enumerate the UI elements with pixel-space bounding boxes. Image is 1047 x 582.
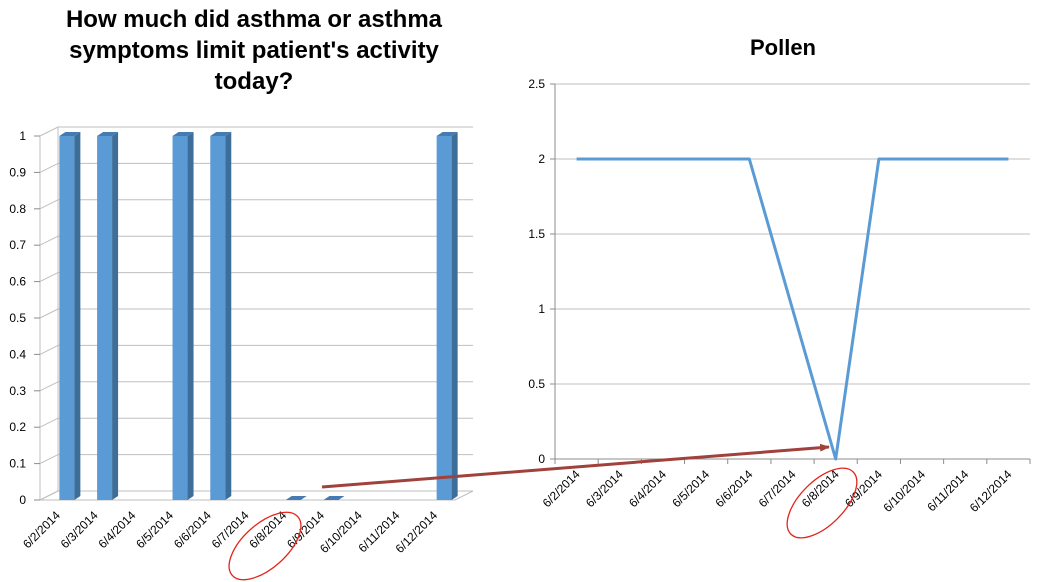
- pollen-chart-x-tick-label: 6/7/2014: [756, 467, 799, 510]
- pollen-chart-x-tick-label: 6/4/2014: [626, 467, 669, 510]
- bar: [97, 132, 119, 500]
- pollen-chart-grid: [550, 83, 1031, 464]
- pollen-chart-y-tick-label: 1.5: [528, 227, 545, 241]
- annotations: [228, 443, 858, 581]
- bar-chart: How much did asthma or asthma symptoms l…: [9, 6, 474, 556]
- pollen-chart-x-tick-label: 6/9/2014: [842, 467, 885, 510]
- pollen-chart-x-tick-label: 6/11/2014: [924, 467, 971, 514]
- bar-chart-x-tick-label: 6/4/2014: [96, 508, 139, 551]
- bar-chart-y-tick-label: 0.6: [9, 275, 26, 289]
- bar: [436, 132, 458, 500]
- pollen-chart-y-tick-label: 1: [538, 302, 545, 316]
- pollen-chart-x-tick-label: 6/12/2014: [967, 467, 1015, 515]
- bar-chart-y-tick-label: 0.8: [9, 202, 26, 216]
- pollen-chart-series: [576, 157, 1009, 461]
- bar-chart-y-tick-label: 1: [19, 129, 26, 143]
- bar-chart-x-tick-label: 6/5/2014: [133, 508, 176, 551]
- bar-chart-y-tick-label: 0.5: [9, 311, 26, 325]
- bar-chart-x-tick-label: 6/12/2014: [393, 508, 441, 556]
- bar-chart-y-tick-label: 0.9: [9, 165, 26, 179]
- bar: [323, 496, 345, 500]
- pollen-chart-y-tick-label: 0: [538, 452, 545, 466]
- bar-chart-y-tick-label: 0.2: [9, 420, 26, 434]
- bar-chart-x-tick-label: 6/3/2014: [58, 508, 101, 551]
- bar-chart-x-axis: 6/2/20146/3/20146/4/20146/5/20146/6/2014…: [20, 508, 440, 556]
- bar-chart-y-tick-label: 0.1: [9, 457, 26, 471]
- bar-chart-title-line-2: symptoms limit patient's activity: [69, 37, 439, 64]
- pollen-chart-x-tick-label: 6/6/2014: [713, 467, 756, 510]
- bar-chart-title-line-1: How much did asthma or asthma: [66, 6, 443, 33]
- pollen-chart-y-tick-label: 2: [538, 152, 545, 166]
- highlight-circle-pollen-chart: [786, 467, 858, 539]
- bar: [285, 496, 307, 500]
- pollen-series-line: [576, 157, 1009, 461]
- pollen-chart-y-tick-label: 2.5: [528, 77, 545, 91]
- bar-chart-x-tick-label: 6/2/2014: [20, 508, 63, 551]
- bar-chart-x-tick-label: 6/7/2014: [209, 508, 252, 551]
- bar-chart-y-tick-label: 0.3: [9, 384, 26, 398]
- pollen-chart-x-tick-label: 6/3/2014: [583, 467, 626, 510]
- bar-chart-y-axis: 0 0.1 0.2 0.3 0.4 0.5 0.6 0.7 0.8 0.9 1: [9, 129, 26, 507]
- pollen-chart-x-axis: 6/2/2014 6/3/2014 6/4/2014 6/5/2014 6/6/2014…: [540, 467, 1015, 515]
- bar-chart-x-tick-label: 6/6/2014: [171, 508, 214, 551]
- pollen-chart: Pollen 0 0.5 1 1.5 2 2.5 6/2/2014 6/3/2014 6/4/…: [528, 35, 1031, 515]
- bar-chart-grid: [34, 126, 474, 501]
- pollen-chart-x-tick-label: 6/2/2014: [540, 467, 583, 510]
- bar-chart-title-line-3: today?: [215, 68, 294, 95]
- annotation-arrow: [321, 443, 830, 489]
- pollen-chart-x-tick-label: 6/10/2014: [881, 467, 929, 515]
- bar-chart-y-tick-label: 0.4: [9, 347, 26, 361]
- bar-chart-y-tick-label: 0.7: [9, 238, 26, 252]
- pollen-chart-x-tick-label: 6/5/2014: [669, 467, 712, 510]
- bar-chart-bars: [59, 132, 458, 500]
- bar: [210, 132, 232, 500]
- bar: [172, 132, 194, 500]
- bar-chart-y-tick-label: 0: [19, 493, 26, 507]
- pollen-chart-y-axis: 0 0.5 1 1.5 2 2.5: [528, 77, 545, 466]
- pollen-chart-title: Pollen: [750, 35, 816, 60]
- bar: [59, 132, 81, 500]
- pollen-chart-y-tick-label: 0.5: [528, 377, 545, 391]
- highlight-circle-bar-chart: [228, 511, 302, 581]
- bar-chart-x-tick-label: 6/8/2014: [246, 508, 289, 551]
